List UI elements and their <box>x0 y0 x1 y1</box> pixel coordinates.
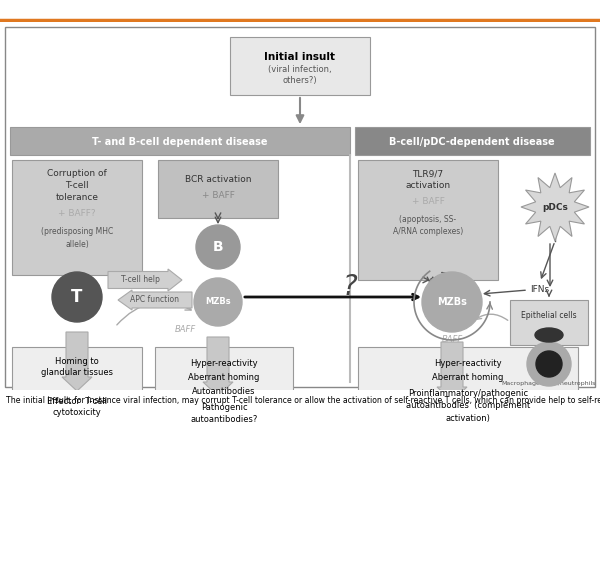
Text: autoantibodies?: autoantibodies? <box>190 415 257 424</box>
Polygon shape <box>521 173 589 241</box>
Text: Effector  T-cell
cytotoxicity: Effector T-cell cytotoxicity <box>47 398 107 416</box>
FancyBboxPatch shape <box>358 347 578 442</box>
Text: (predisposing MHC: (predisposing MHC <box>41 228 113 236</box>
Text: T-cell: T-cell <box>65 181 89 190</box>
Circle shape <box>422 272 482 332</box>
Text: Autoantibodies: Autoantibodies <box>192 387 256 396</box>
FancyBboxPatch shape <box>10 127 350 155</box>
FancyBboxPatch shape <box>155 347 293 442</box>
Ellipse shape <box>535 328 563 342</box>
Text: activation: activation <box>406 181 451 190</box>
Text: tolerance: tolerance <box>56 193 98 202</box>
Text: Hyper-reactivity: Hyper-reactivity <box>190 359 258 368</box>
Text: Proinflammatory/pathogenic: Proinflammatory/pathogenic <box>408 388 528 398</box>
Circle shape <box>52 272 102 322</box>
Text: + BAFF: + BAFF <box>412 197 445 206</box>
Text: The initial insult, for instance viral infection, may corrupt T-cell tolerance o: The initial insult, for instance viral i… <box>6 396 600 404</box>
Text: autoantibodies  (complement: autoantibodies (complement <box>406 402 530 411</box>
FancyArrow shape <box>118 290 192 310</box>
FancyBboxPatch shape <box>158 160 278 218</box>
Text: Corruption of: Corruption of <box>47 169 107 178</box>
FancyBboxPatch shape <box>12 160 142 275</box>
Text: Pathogenic: Pathogenic <box>200 403 247 411</box>
Text: Source: Curr Opin Rheumatol © 2007 Lippincott Williams & Wilkins: Source: Curr Opin Rheumatol © 2007 Lippi… <box>305 558 594 566</box>
Text: + BAFF: + BAFF <box>202 192 235 201</box>
Text: Homing to
glandular tissues: Homing to glandular tissues <box>41 358 113 377</box>
Text: Epithelial cells: Epithelial cells <box>521 311 577 320</box>
FancyBboxPatch shape <box>510 300 588 345</box>
Text: Aberrant homing: Aberrant homing <box>433 374 503 383</box>
Text: A/RNA complexes): A/RNA complexes) <box>393 228 463 236</box>
Text: BAFF: BAFF <box>175 325 196 335</box>
Text: Aberrant homing: Aberrant homing <box>188 374 260 383</box>
Circle shape <box>536 351 562 377</box>
FancyArrow shape <box>108 269 182 291</box>
Text: Initial insult: Initial insult <box>265 52 335 62</box>
Text: T-cell help: T-cell help <box>121 276 160 284</box>
Text: pDCs: pDCs <box>542 202 568 212</box>
Text: MZBs: MZBs <box>437 297 467 307</box>
Text: B: B <box>212 240 223 254</box>
Text: ?: ? <box>343 273 358 301</box>
Text: Macrophages/DCs/neutrophils: Macrophages/DCs/neutrophils <box>502 382 596 387</box>
Circle shape <box>196 225 240 269</box>
FancyBboxPatch shape <box>5 27 595 387</box>
Text: B-cell/pDC-dependent disease: B-cell/pDC-dependent disease <box>389 137 555 147</box>
Text: allele): allele) <box>65 240 89 248</box>
Text: activation): activation) <box>446 415 490 423</box>
Text: TLR9/7: TLR9/7 <box>412 169 443 178</box>
FancyBboxPatch shape <box>230 37 370 95</box>
FancyArrow shape <box>437 342 467 401</box>
Text: www.medscape.com: www.medscape.com <box>132 4 239 14</box>
Circle shape <box>194 278 242 326</box>
Text: + BAFF?: + BAFF? <box>58 209 96 219</box>
FancyBboxPatch shape <box>355 127 590 155</box>
Text: (viral infection,
others?): (viral infection, others?) <box>268 65 332 85</box>
Circle shape <box>527 342 571 386</box>
Text: BCR activation: BCR activation <box>185 176 251 185</box>
Text: MZBs: MZBs <box>205 297 231 307</box>
Text: APC function: APC function <box>131 296 179 304</box>
FancyBboxPatch shape <box>358 160 498 280</box>
FancyBboxPatch shape <box>12 347 142 442</box>
Text: T- and B-cell dependent disease: T- and B-cell dependent disease <box>92 137 268 147</box>
Text: (apoptosis, SS-: (apoptosis, SS- <box>400 216 457 224</box>
Text: T: T <box>71 288 83 306</box>
Text: BAFF: BAFF <box>442 336 463 344</box>
FancyArrow shape <box>203 337 233 396</box>
Text: Medscape®: Medscape® <box>6 3 79 14</box>
Text: IFNs: IFNs <box>530 285 549 295</box>
Text: Hyper-reactivity: Hyper-reactivity <box>434 359 502 368</box>
FancyArrow shape <box>62 332 92 391</box>
